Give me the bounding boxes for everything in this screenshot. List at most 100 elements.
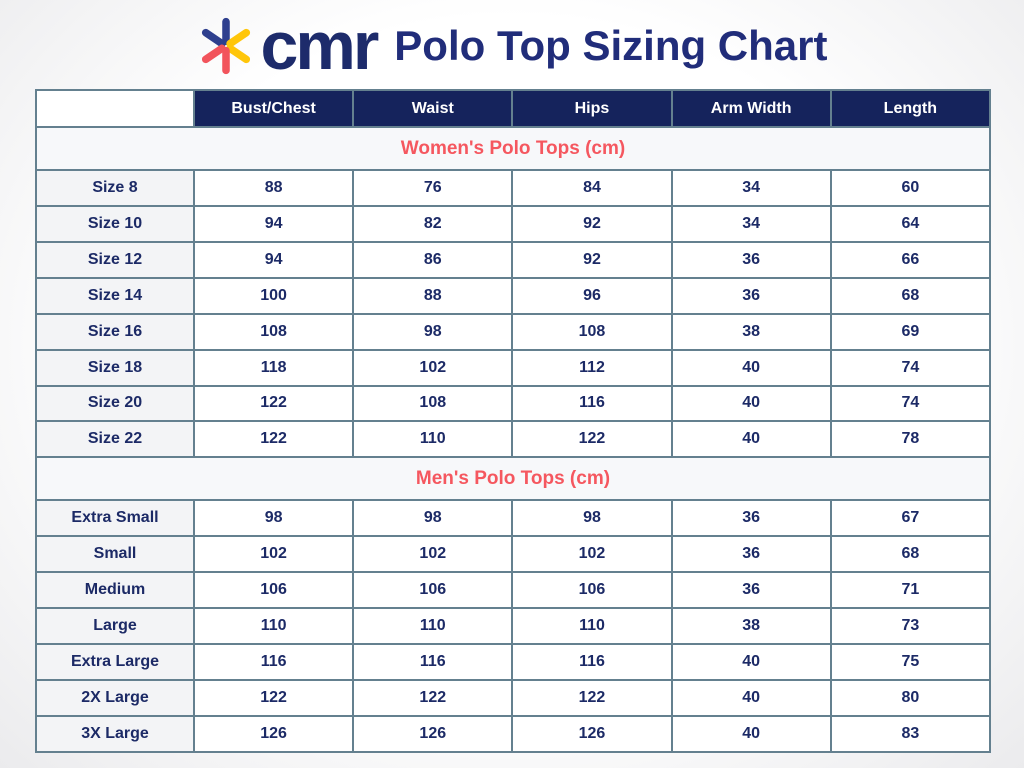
measurement-value: 116 — [352, 643, 514, 681]
measurement-value: 122 — [192, 420, 355, 459]
size-row: Size 12 94 86 92 36 66 — [35, 240, 991, 279]
measurement-value: 102 — [352, 348, 514, 387]
section-title: Men's Polo Tops (cm) — [35, 456, 991, 502]
measurement-value: 94 — [192, 205, 355, 243]
section-title: Women's Polo Tops (cm) — [35, 125, 991, 172]
measurement-value: 122 — [511, 678, 673, 717]
page-header: cmr Polo Top Sizing Chart — [0, 10, 1024, 82]
sizing-table: Bust/Chest Waist Hips Arm Width Length W… — [35, 89, 991, 754]
measurement-value: 84 — [511, 169, 673, 207]
measurement-value: 122 — [192, 678, 355, 717]
size-label: Size 18 — [35, 348, 195, 387]
size-row: Size 20 122 108 116 40 74 — [35, 384, 991, 423]
size-row: Size 18 118 102 112 40 74 — [35, 348, 991, 387]
measurement-value: 88 — [352, 276, 514, 315]
measurement-value: 83 — [829, 714, 991, 754]
measurement-value: 100 — [192, 276, 355, 315]
size-label: Small — [35, 535, 195, 574]
measurement-value: 40 — [670, 348, 832, 387]
section-row: Women's Polo Tops (cm) — [35, 125, 991, 172]
column-header-waist: Waist — [352, 89, 514, 128]
measurement-value: 116 — [511, 384, 673, 423]
measurement-value: 122 — [352, 678, 514, 717]
measurement-value: 126 — [192, 714, 355, 754]
measurement-value: 108 — [352, 384, 514, 423]
column-header-row: Bust/Chest Waist Hips Arm Width Length — [35, 89, 991, 128]
measurement-value: 126 — [352, 714, 514, 754]
measurement-value: 38 — [670, 607, 832, 646]
size-label: Extra Small — [35, 499, 195, 538]
measurement-value: 106 — [192, 571, 355, 610]
measurement-value: 96 — [511, 276, 673, 315]
measurement-value: 66 — [829, 240, 991, 279]
size-row: Small 102 102 102 36 68 — [35, 535, 991, 574]
logo-text: cmr — [260, 8, 380, 84]
measurement-value: 74 — [829, 348, 991, 387]
brand-logo: cmr — [197, 8, 380, 84]
size-label: Size 20 — [35, 384, 195, 423]
size-label: Size 16 — [35, 312, 195, 351]
measurement-value: 108 — [192, 312, 355, 351]
measurement-value: 75 — [829, 643, 991, 681]
size-label: 2X Large — [35, 678, 195, 717]
measurement-value: 82 — [352, 205, 514, 243]
measurement-value: 34 — [670, 205, 832, 243]
measurement-value: 112 — [511, 348, 673, 387]
size-row: Size 8 88 76 84 34 60 — [35, 169, 991, 207]
measurement-value: 122 — [192, 384, 355, 423]
measurement-value: 73 — [829, 607, 991, 646]
measurement-value: 69 — [829, 312, 991, 351]
size-label: Size 10 — [35, 205, 195, 243]
measurement-value: 40 — [670, 643, 832, 681]
measurement-value: 68 — [829, 535, 991, 574]
measurement-value: 108 — [511, 312, 673, 351]
measurement-value: 60 — [829, 169, 991, 207]
measurement-value: 102 — [511, 535, 673, 574]
measurement-value: 116 — [511, 643, 673, 681]
measurement-value: 34 — [670, 169, 832, 207]
measurement-value: 71 — [829, 571, 991, 610]
measurement-value: 110 — [352, 420, 514, 459]
measurement-value: 98 — [192, 499, 355, 538]
measurement-value: 98 — [352, 312, 514, 351]
size-row: Size 22 122 110 122 40 78 — [35, 420, 991, 459]
size-label: Large — [35, 607, 195, 646]
measurement-value: 92 — [511, 205, 673, 243]
measurement-value: 102 — [352, 535, 514, 574]
size-row: Medium 106 106 106 36 71 — [35, 571, 991, 610]
size-label: Size 22 — [35, 420, 195, 459]
measurement-value: 78 — [829, 420, 991, 459]
measurement-value: 98 — [511, 499, 673, 538]
column-header-bust-chest: Bust/Chest — [192, 89, 355, 128]
measurement-value: 36 — [670, 240, 832, 279]
size-label: Extra Large — [35, 643, 195, 681]
measurement-value: 36 — [670, 499, 832, 538]
size-row: 3X Large 126 126 126 40 83 — [35, 714, 991, 754]
measurement-value: 106 — [352, 571, 514, 610]
measurement-value: 36 — [670, 535, 832, 574]
column-header-hips: Hips — [511, 89, 673, 128]
measurement-value: 106 — [511, 571, 673, 610]
measurement-value: 126 — [511, 714, 673, 754]
size-row: Size 10 94 82 92 34 64 — [35, 205, 991, 243]
measurement-value: 88 — [192, 169, 355, 207]
size-label: Size 12 — [35, 240, 195, 279]
size-row: Extra Large 116 116 116 40 75 — [35, 643, 991, 681]
asterisk-logo-icon — [201, 17, 250, 75]
measurement-value: 110 — [511, 607, 673, 646]
size-label: Size 14 — [35, 276, 195, 315]
measurement-value: 64 — [829, 205, 991, 243]
measurement-value: 40 — [670, 678, 832, 717]
measurement-value: 40 — [670, 384, 832, 423]
measurement-value: 67 — [829, 499, 991, 538]
size-row: 2X Large 122 122 122 40 80 — [35, 678, 991, 717]
size-row: Large 110 110 110 38 73 — [35, 607, 991, 646]
measurement-value: 122 — [511, 420, 673, 459]
page-title: Polo Top Sizing Chart — [394, 22, 828, 69]
measurement-value: 86 — [352, 240, 514, 279]
measurement-value: 36 — [670, 276, 832, 315]
size-label: Medium — [35, 571, 195, 610]
measurement-value: 68 — [829, 276, 991, 315]
size-row: Extra Small 98 98 98 36 67 — [35, 499, 991, 538]
measurement-value: 38 — [670, 312, 832, 351]
